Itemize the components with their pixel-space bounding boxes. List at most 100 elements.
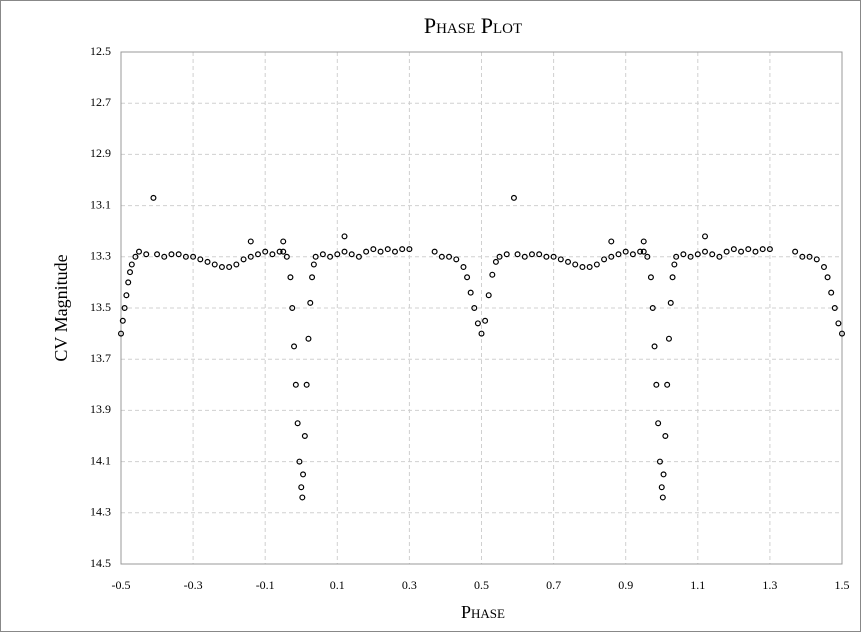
x-tick-label: 0.9 xyxy=(618,578,633,592)
point xyxy=(280,238,287,245)
point xyxy=(143,251,150,258)
point xyxy=(233,261,240,268)
point xyxy=(640,248,647,255)
point xyxy=(792,248,799,255)
y-tick-label: 14.1 xyxy=(90,453,111,467)
point xyxy=(307,299,314,306)
point xyxy=(572,261,579,268)
point xyxy=(565,258,572,265)
x-tick-label: 1.3 xyxy=(762,578,777,592)
point xyxy=(550,253,557,260)
point xyxy=(341,248,348,255)
point xyxy=(471,305,478,312)
y-tick-label: 13.3 xyxy=(90,249,111,263)
point xyxy=(680,251,687,258)
y-tick-label: 13.1 xyxy=(90,197,111,211)
point xyxy=(204,258,211,265)
point xyxy=(136,248,143,255)
point xyxy=(312,253,319,260)
point xyxy=(127,269,134,276)
point xyxy=(586,264,593,271)
point xyxy=(723,248,730,255)
point xyxy=(694,251,701,258)
point xyxy=(348,251,355,258)
point xyxy=(730,246,737,253)
point xyxy=(482,317,489,324)
point xyxy=(838,330,845,337)
point xyxy=(319,251,326,258)
point xyxy=(292,381,299,388)
point xyxy=(301,433,308,440)
y-tick-label: 13.7 xyxy=(90,351,111,365)
point xyxy=(296,458,303,465)
point xyxy=(467,289,474,296)
point xyxy=(334,251,341,258)
point xyxy=(294,420,301,427)
point xyxy=(503,251,510,258)
y-tick-label: 14.3 xyxy=(90,505,111,519)
point xyxy=(593,261,600,268)
point xyxy=(218,264,225,271)
y-axis-title: CV Magnitude xyxy=(51,254,71,361)
point xyxy=(299,494,306,501)
point xyxy=(656,458,663,465)
point xyxy=(341,233,348,240)
point xyxy=(649,305,656,312)
point xyxy=(384,246,391,253)
x-tick-label: 0.5 xyxy=(474,578,489,592)
point xyxy=(831,305,838,312)
point xyxy=(828,289,835,296)
point xyxy=(655,420,662,427)
point xyxy=(528,251,535,258)
point xyxy=(289,305,296,312)
x-axis-title: Phase xyxy=(461,602,505,622)
point xyxy=(664,381,671,388)
point xyxy=(673,253,680,260)
point xyxy=(355,253,362,260)
point xyxy=(745,246,752,253)
point xyxy=(489,271,496,278)
point xyxy=(766,246,773,253)
point xyxy=(254,251,261,258)
point xyxy=(190,253,197,260)
point xyxy=(132,253,139,260)
point xyxy=(496,253,503,260)
point xyxy=(709,251,716,258)
point xyxy=(536,251,543,258)
point xyxy=(117,330,124,337)
point xyxy=(658,484,665,491)
point xyxy=(702,248,709,255)
y-tick-label: 14.5 xyxy=(90,556,111,570)
point xyxy=(300,471,307,478)
point xyxy=(543,253,550,260)
x-tick-label: -0.1 xyxy=(256,578,275,592)
point xyxy=(601,256,608,263)
plot-frame xyxy=(120,51,843,565)
point xyxy=(305,335,312,342)
point xyxy=(716,253,723,260)
point xyxy=(269,251,276,258)
point xyxy=(667,299,674,306)
x-tick-label: 1.5 xyxy=(835,578,850,592)
point xyxy=(370,246,377,253)
point xyxy=(327,253,334,260)
point xyxy=(298,484,305,491)
point xyxy=(168,251,175,258)
point xyxy=(514,251,521,258)
point xyxy=(431,248,438,255)
grid xyxy=(120,51,843,565)
point xyxy=(835,320,842,327)
point xyxy=(485,292,492,299)
point xyxy=(182,253,189,260)
point xyxy=(651,343,658,350)
point xyxy=(820,264,827,271)
point xyxy=(175,251,182,258)
point xyxy=(806,253,813,260)
point xyxy=(460,264,467,271)
point xyxy=(453,256,460,263)
point xyxy=(391,248,398,255)
point xyxy=(123,292,130,299)
point xyxy=(262,248,269,255)
point xyxy=(622,248,629,255)
